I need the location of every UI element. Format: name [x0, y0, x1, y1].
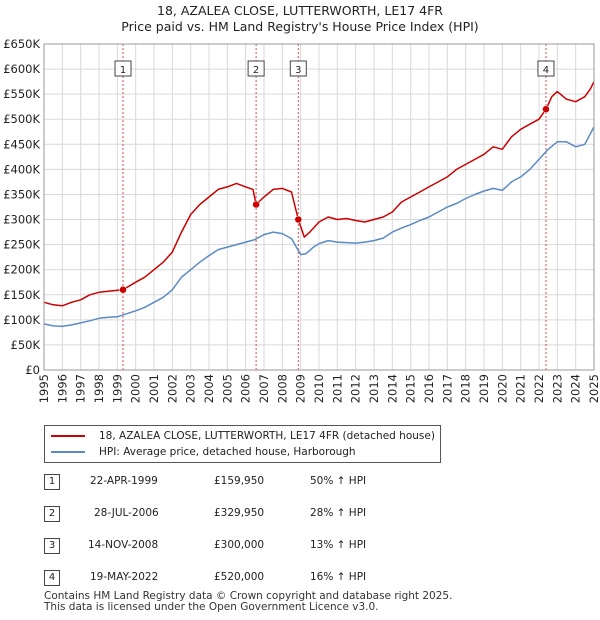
x-tick-label: 2003 — [184, 374, 198, 403]
footer-copyright: Contains HM Land Registry data © Crown c… — [44, 590, 453, 602]
x-tick-label: 2005 — [220, 374, 234, 403]
x-tick-label: 1999 — [110, 374, 124, 403]
transaction-number: 3 — [44, 538, 60, 554]
transaction-price: £329,950 — [214, 507, 265, 519]
y-tick-label: £150K — [3, 288, 40, 302]
y-tick-label: £400K — [3, 162, 40, 176]
transaction-hpi: 13% ↑ HPI — [310, 539, 367, 551]
sale-marker-box — [114, 60, 132, 77]
x-tick-label: 2009 — [294, 374, 308, 403]
transaction-hpi: 50% ↑ HPI — [310, 475, 367, 487]
transaction-hpi: 16% ↑ HPI — [310, 571, 367, 583]
y-tick-label: £50K — [11, 338, 41, 352]
legend-swatch-property — [51, 435, 85, 437]
y-tick-label: £550K — [3, 87, 40, 101]
transaction-date: 22-APR-1999 — [90, 475, 158, 487]
y-tick-label: £100K — [3, 313, 40, 327]
x-tick-label: 1997 — [74, 374, 88, 403]
transaction-price: £159,950 — [214, 475, 265, 487]
plot-frame — [43, 43, 595, 371]
sale-marker-number: 3 — [295, 65, 301, 76]
legend-item-hpi: HPI: Average price, detached house, Harb… — [51, 444, 356, 460]
sale-marker-number: 1 — [120, 65, 126, 76]
x-tick-label: 2020 — [495, 374, 509, 403]
x-tick-label: 2013 — [367, 374, 381, 403]
x-tick-label: 2025 — [587, 374, 600, 403]
transaction-date: 19-MAY-2022 — [90, 571, 159, 583]
x-tick-label: 2016 — [422, 374, 436, 403]
chart-title: 18, AZALEA CLOSE, LUTTERWORTH, LE17 4FR — [157, 3, 443, 18]
y-tick-label: £250K — [3, 238, 40, 252]
chart-legend: 18, AZALEA CLOSE, LUTTERWORTH, LE17 4FR … — [44, 425, 441, 463]
sale-point — [542, 105, 550, 113]
x-tick-label: 2011 — [330, 374, 344, 403]
x-tick-label: 2022 — [532, 374, 546, 403]
y-tick-label: £300K — [3, 213, 40, 227]
y-tick-label: £200K — [3, 263, 40, 277]
x-tick-label: 2000 — [129, 374, 143, 403]
sale-point — [119, 286, 127, 294]
x-tick-label: 2007 — [257, 374, 271, 403]
transaction-price: £520,000 — [214, 571, 265, 583]
x-tick-label: 2004 — [202, 374, 216, 403]
table-row: 2 28-JUL-2006 £329,950 28% ↑ HPI — [44, 506, 404, 522]
x-tick-label: 2014 — [385, 374, 399, 403]
y-tick-label: £350K — [3, 187, 40, 201]
transaction-price: £300,000 — [214, 539, 265, 551]
transaction-number: 2 — [44, 506, 60, 522]
sale-point — [294, 215, 303, 224]
y-tick-label: £650K — [3, 37, 40, 51]
sale-point — [252, 200, 260, 209]
transaction-hpi: 28% ↑ HPI — [310, 507, 367, 519]
x-tick-label: 2024 — [569, 374, 583, 403]
footer-licence: This data is licensed under the Open Gov… — [44, 601, 379, 613]
sale-marker-number: 4 — [543, 65, 549, 76]
sale-marker-number: 2 — [253, 65, 259, 76]
transaction-number: 4 — [44, 570, 60, 586]
table-row: 1 22-APR-1999 £159,950 50% ↑ HPI — [44, 474, 404, 490]
x-tick-label: 2010 — [312, 374, 326, 403]
sale-marker-box — [537, 60, 555, 77]
sale-marker-box — [289, 60, 307, 77]
footer: Contains HM Land Registry data © Crown c… — [44, 591, 452, 613]
x-tick-label: 2018 — [459, 374, 473, 403]
x-tick-label: 2021 — [514, 374, 528, 403]
x-tick-label: 2015 — [404, 374, 418, 403]
x-tick-label: 2019 — [477, 374, 491, 403]
y-tick-label: £450K — [3, 137, 40, 151]
x-tick-label: 1998 — [92, 374, 106, 403]
sale-marker-box — [247, 60, 265, 77]
price-chart: £0 £50K £100K £150K £200K £250K £300K £350K £400… — [3, 37, 600, 403]
legend-label-hpi: HPI: Average price, detached house, Harb… — [99, 446, 356, 458]
property-price-line — [43, 81, 595, 307]
y-tick-label: £0 — [25, 363, 40, 377]
legend-swatch-hpi — [51, 451, 85, 453]
y-tick-label: £500K — [3, 112, 40, 126]
x-tick-label: 2023 — [550, 374, 564, 403]
table-row: 3 14-NOV-2008 £300,000 13% ↑ HPI — [44, 538, 404, 554]
x-tick-label: 1996 — [55, 374, 69, 403]
transaction-date: 28-JUL-2006 — [94, 507, 159, 519]
x-tick-label: 2006 — [239, 374, 253, 403]
chart-subtitle: Price paid vs. HM Land Registry's House … — [121, 19, 479, 34]
table-row: 4 19-MAY-2022 £520,000 16% ↑ HPI — [44, 570, 404, 586]
x-tick-label: 2008 — [275, 374, 289, 403]
x-tick-label: 2017 — [440, 374, 454, 403]
x-tick-label: 1995 — [37, 374, 51, 403]
x-tick-label: 2012 — [349, 374, 363, 403]
legend-item-property: 18, AZALEA CLOSE, LUTTERWORTH, LE17 4FR … — [51, 428, 435, 444]
y-tick-label: £600K — [3, 62, 40, 76]
hpi-line — [43, 126, 595, 328]
transaction-date: 14-NOV-2008 — [88, 539, 159, 551]
x-tick-label: 2001 — [147, 374, 161, 403]
legend-label-property: 18, AZALEA CLOSE, LUTTERWORTH, LE17 4FR … — [99, 430, 435, 442]
transaction-number: 1 — [44, 474, 60, 490]
x-tick-label: 2002 — [165, 374, 179, 403]
